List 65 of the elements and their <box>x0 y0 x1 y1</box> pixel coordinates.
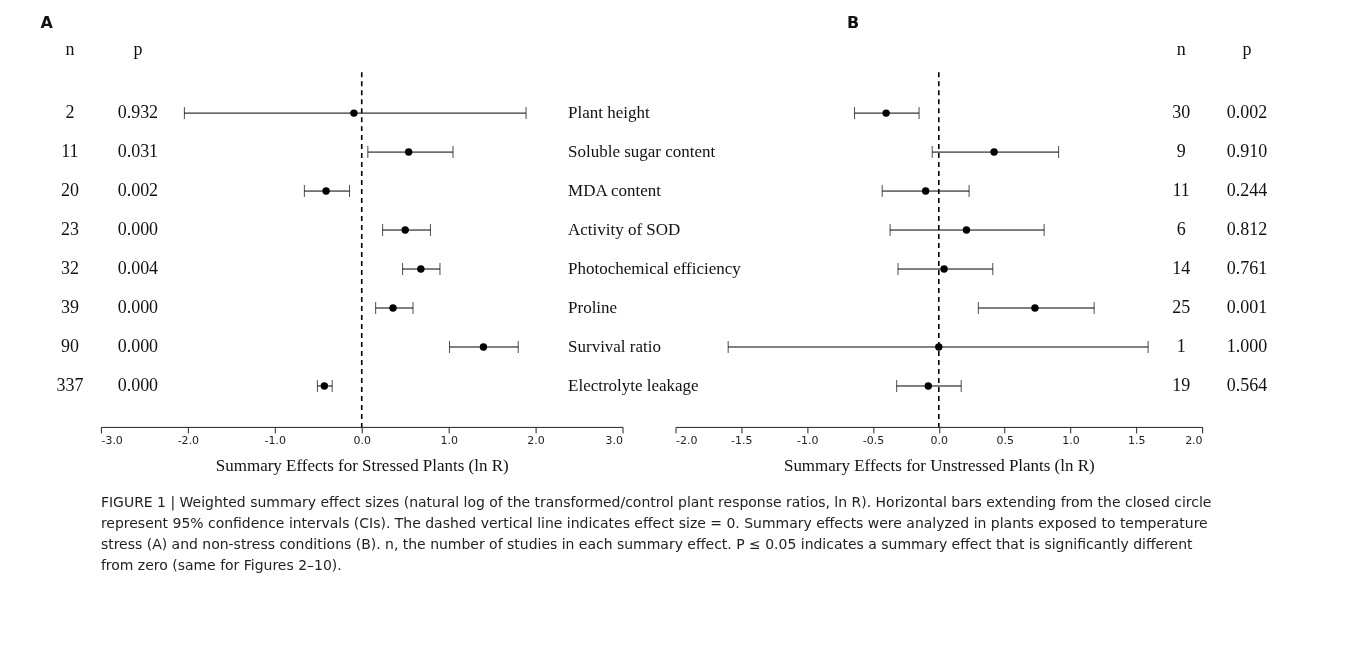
annotation: 0.932 <box>117 102 159 123</box>
x-tick-label: 1.5 <box>1128 434 1146 448</box>
annotation: 6 <box>1176 219 1186 240</box>
x-tick-label: 0.5 <box>996 434 1014 448</box>
text: 11 <box>61 141 79 162</box>
text: 2 <box>65 102 75 123</box>
chart-title: A <box>40 13 54 33</box>
annotation: 11 <box>1172 180 1190 201</box>
annotation: 0.002 <box>117 180 159 201</box>
annotation: 14 <box>1172 258 1191 279</box>
x-tick-label: 3.0 <box>605 434 624 448</box>
x-tick-label: -1.0 <box>796 434 819 448</box>
text: n <box>1176 39 1186 60</box>
annotation: 30 <box>1172 102 1191 123</box>
text: n <box>65 39 75 60</box>
y-tick-label: Photochemical efficiency <box>568 259 742 279</box>
y-tick-label: Plant height <box>568 103 650 123</box>
text: 337 <box>56 374 84 395</box>
x-tick-label: -3.0 <box>101 434 123 448</box>
y-tick-label: Survival ratio <box>568 336 661 356</box>
annotation: 25 <box>1172 297 1191 317</box>
text: 0.910 <box>1226 141 1268 162</box>
x-tick-label: 1.0 <box>1062 434 1080 448</box>
y-tick-label: Proline <box>568 298 618 317</box>
x-tick-label: -2.0 <box>177 434 200 448</box>
x-tick-label: 1.0 <box>440 434 458 448</box>
x-axis-title: Summary Effects for Unstressed Plants (ln R) <box>783 456 1095 476</box>
chart-title: B <box>846 13 860 33</box>
text: 39 <box>60 297 79 317</box>
x-tick-label: -1.0 <box>264 434 287 448</box>
x-tick-label: 2.0 <box>527 434 545 448</box>
x-tick-label: -1.5 <box>731 434 753 448</box>
annotation: 1 <box>1176 335 1186 356</box>
x-tick-label: 0.0 <box>930 434 949 448</box>
y-tick-label: MDA content <box>568 181 662 201</box>
text: p <box>133 39 143 60</box>
x-tick-label: -0.5 <box>862 434 885 448</box>
text: p <box>1242 39 1252 60</box>
y-tick-label: Electrolyte leakage <box>568 375 699 395</box>
annotation: 0.000 <box>117 297 159 317</box>
x-tick-label: 2.0 <box>1185 434 1203 448</box>
annotation: 0.004 <box>117 258 159 279</box>
x-axis-title: Summary Effects for Stressed Plants (ln R) <box>215 456 509 476</box>
text: 0.812 <box>1226 219 1268 240</box>
caption: FIGURE 1 | Weighted summary effect sizes (natural log of the transformed/control plant response ratios, ln R). Horizontal bars extending from the closed circle represent 95% confidence intervals (CIs). The dashed vertical line indicates effect size = 0. Summary effects were analyzed in plants exposed to temperature stress (A) and non-stress conditions (B). n, the number of studies in each summary effect. P ≤ 0.05 indicates a summary effect that is significantly different from zero (same for Figures 2–10). <box>100 493 1212 573</box>
annotation: 19 <box>1172 374 1191 395</box>
text: 0.002 <box>1226 102 1268 123</box>
annotation: 0.031 <box>117 141 159 162</box>
annotation: 0.000 <box>117 219 159 240</box>
text: 0.001 <box>1226 297 1268 317</box>
text: 20 <box>60 180 79 201</box>
y-tick-label: Activity of SOD <box>568 220 681 240</box>
text: 90 <box>60 335 79 356</box>
text: 0.564 <box>1226 374 1268 395</box>
text: 32 <box>60 258 79 279</box>
text: 0.244 <box>1226 180 1268 201</box>
x-tick-label: 0.0 <box>353 434 371 448</box>
y-tick-label: Soluble sugar content <box>568 142 716 162</box>
annotation: 9 <box>1176 141 1186 162</box>
text: 0.761 <box>1226 258 1268 279</box>
text: 1.000 <box>1226 335 1268 356</box>
annotation: 0.000 <box>117 335 159 356</box>
text: 23 <box>60 219 79 240</box>
x-tick-label: -2.0 <box>676 434 698 448</box>
annotation: 0.000 <box>117 374 159 395</box>
